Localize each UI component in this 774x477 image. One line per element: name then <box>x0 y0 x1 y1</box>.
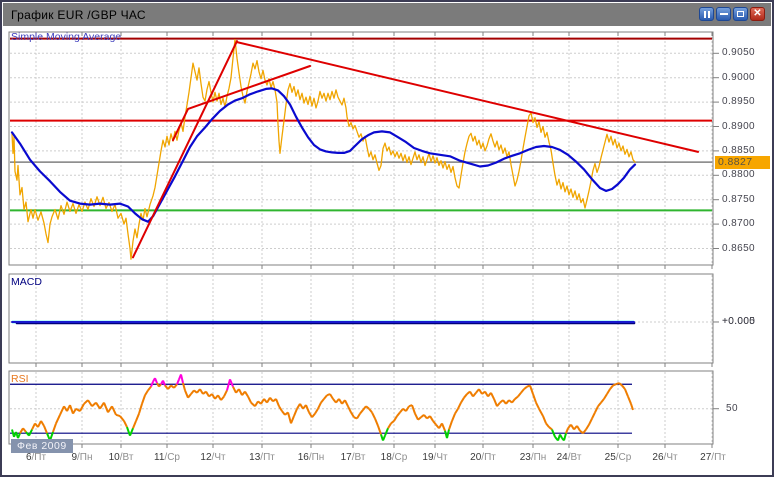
window-controls: ✕ <box>699 7 765 21</box>
rsi-panel-label: RSI <box>11 373 29 385</box>
price-axis-label: 0.8950 <box>722 96 755 108</box>
price-axis-label: 0.8900 <box>722 120 755 132</box>
price-axis-label: 0.9050 <box>722 47 755 59</box>
date-axis-label: 17/Вт <box>340 452 366 463</box>
date-axis-label: 10/Вт <box>108 452 134 463</box>
date-axis-label: 24/Вт <box>556 452 582 463</box>
date-axis-label: 13/Пт <box>249 452 275 463</box>
date-axis-label: 26/Чт <box>652 452 678 463</box>
minimize-button[interactable] <box>716 7 731 21</box>
minimize-icon <box>719 13 728 15</box>
date-axis-label: 27/Пт <box>700 452 726 463</box>
title-bar[interactable]: График EUR /GBP ЧАС ✕ <box>3 3 771 26</box>
price-axis-label: 0.8850 <box>722 144 755 156</box>
date-axis-label: 23/Пн <box>519 452 547 463</box>
price-axis-label: 0.8750 <box>722 193 755 205</box>
price-axis-label: 0.8800 <box>722 169 755 181</box>
month-label: Фев 2009 <box>11 439 73 453</box>
current-price-badge: 0.8827 <box>715 155 770 169</box>
close-button[interactable]: ✕ <box>750 7 765 21</box>
rsi-axis-label: 50 <box>726 402 738 414</box>
sma-overlay-label: Simple Moving Average <box>11 31 122 43</box>
date-axis-label: 9/Пн <box>71 452 93 463</box>
date-axis-label: 6/Пт <box>25 452 47 463</box>
maximize-button[interactable] <box>733 7 748 21</box>
maximize-icon <box>737 11 744 17</box>
window-title: График EUR /GBP ЧАС <box>11 7 146 22</box>
macd-axis-label: +0.000 <box>722 316 756 327</box>
date-axis-label: 18/Ср <box>380 452 408 463</box>
date-axis-label: 19/Чт <box>422 452 448 463</box>
date-axis-label: 20/Пт <box>470 452 496 463</box>
close-icon: ✕ <box>753 8 762 19</box>
date-axis-label: 11/Ср <box>154 452 180 463</box>
date-axis-label: 25/Ср <box>604 452 632 463</box>
price-axis-label: 0.8700 <box>722 218 755 230</box>
pause-icon <box>703 10 710 18</box>
price-axis-label: 0.9000 <box>722 71 755 83</box>
date-axis-label: 16/Пн <box>297 452 325 463</box>
macd-axis-label: +0.005 <box>722 315 756 327</box>
price-axis-label: 0.8650 <box>722 242 755 254</box>
macd-panel-label: MACD <box>11 276 42 288</box>
pause-button[interactable] <box>699 7 714 21</box>
date-axis-label: 12/Чт <box>200 452 226 463</box>
